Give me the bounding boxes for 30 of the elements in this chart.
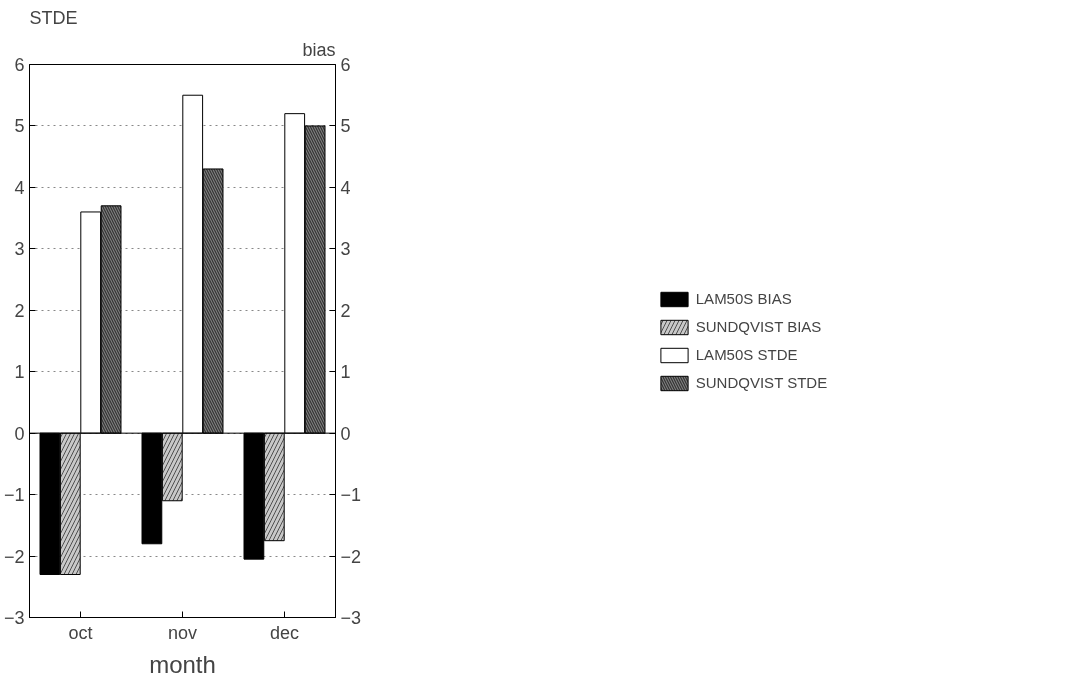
y2-tick-label: −2 xyxy=(340,546,362,567)
y2-tick-label: 2 xyxy=(340,300,351,321)
y-tick-label: 4 xyxy=(14,177,25,198)
y-tick-label: −2 xyxy=(3,546,25,567)
y-tick-label: 1 xyxy=(14,362,25,383)
y2-tick-label: 1 xyxy=(340,362,351,383)
y-tick-label: 3 xyxy=(14,239,25,260)
legend-label: LAM50S STDE xyxy=(695,346,798,363)
x-tick-label: nov xyxy=(167,622,198,643)
y2-tick-label: −3 xyxy=(340,608,362,628)
legend-label: SUNDQVIST BIAS xyxy=(695,318,822,335)
x-axis-title: month xyxy=(149,650,216,678)
y-tick-label: −1 xyxy=(3,485,25,506)
y2-tick-label: 3 xyxy=(340,239,351,260)
x-tick-label: oct xyxy=(68,622,93,643)
y-tick-label: −3 xyxy=(3,608,25,628)
y-axis-title: STDE xyxy=(29,7,78,28)
legend-label: SUNDQVIST STDE xyxy=(695,374,828,391)
y2-tick-label: 4 xyxy=(340,177,351,198)
y2-tick-label: 5 xyxy=(340,116,351,137)
y2-axis-title: bias xyxy=(302,39,336,60)
x-tick-label: dec xyxy=(269,622,300,643)
y-tick-label: 6 xyxy=(14,55,25,75)
y2-tick-label: −1 xyxy=(340,485,362,506)
y-tick-label: 0 xyxy=(14,423,25,444)
y-tick-label: 2 xyxy=(14,300,25,321)
y2-tick-label: 6 xyxy=(340,55,351,75)
y2-tick-label: 0 xyxy=(340,423,351,444)
y-tick-label: 5 xyxy=(14,116,25,137)
legend-label: LAM50S BIAS xyxy=(695,290,792,307)
